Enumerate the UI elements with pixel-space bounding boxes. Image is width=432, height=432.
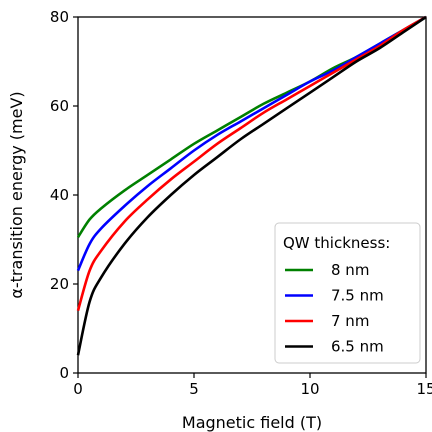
x-tick-label: 0 — [73, 380, 83, 398]
x-tick-label: 10 — [300, 380, 319, 398]
x-tick-label: 5 — [189, 380, 199, 398]
legend-title: QW thickness: — [283, 234, 390, 252]
series-line-7-nm — [76, 15, 427, 312]
y-tick-label: 20 — [50, 275, 69, 293]
x-tick-label: 15 — [416, 380, 432, 398]
y-tick-label: 60 — [50, 97, 69, 115]
y-tick-label: 80 — [50, 8, 69, 26]
legend: QW thickness: 8 nm 7.5 nm 7 nm 6.5 nm — [274, 222, 421, 364]
legend-box — [274, 222, 421, 364]
legend-items: 8 nm 7.5 nm 7 nm 6.5 nm — [285, 261, 384, 356]
legend-label: 7.5 nm — [331, 287, 384, 305]
y-tick-label: 0 — [59, 364, 69, 382]
x-axis-title: Magnetic field (T) — [182, 413, 322, 432]
series-line-7-5-nm — [76, 15, 427, 272]
legend-label: 8 nm — [331, 261, 369, 279]
series-lines — [76, 15, 427, 356]
series-line-6-5-nm — [76, 15, 427, 356]
y-tick-label: 40 — [50, 186, 69, 204]
legend-label: 6.5 nm — [331, 338, 384, 356]
legend-label: 7 nm — [331, 312, 369, 330]
tick-group: 0 5 10 15 0 20 40 60 80 — [50, 8, 432, 398]
y-axis-title: α-transition energy (meV) — [7, 91, 26, 298]
